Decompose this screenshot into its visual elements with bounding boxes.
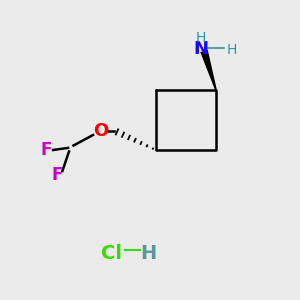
- Polygon shape: [200, 50, 217, 90]
- Text: O: O: [93, 122, 108, 140]
- Text: F: F: [51, 167, 63, 184]
- Text: Cl: Cl: [100, 244, 122, 263]
- Text: N: N: [194, 40, 208, 58]
- Text: H: H: [140, 244, 157, 263]
- Text: F: F: [41, 141, 52, 159]
- Text: H: H: [226, 43, 237, 56]
- Text: H: H: [196, 31, 206, 44]
